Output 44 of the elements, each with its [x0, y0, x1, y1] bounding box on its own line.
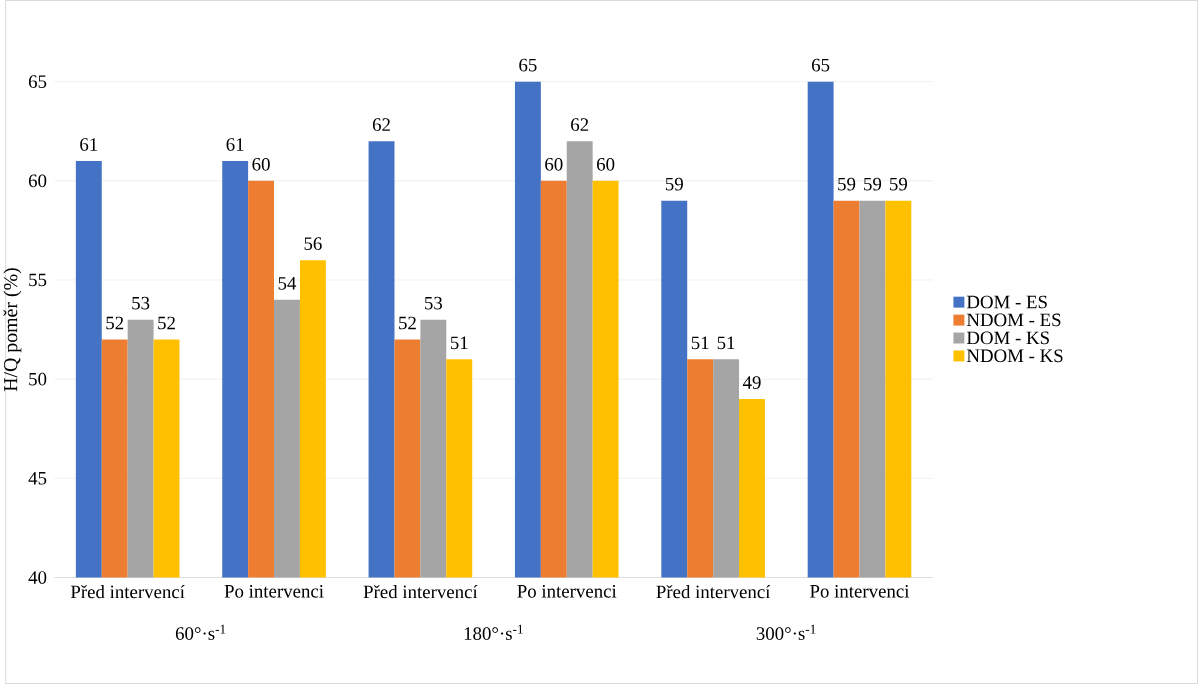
data-label: 65	[812, 58, 830, 72]
y-axis-title: H/Q poměr (%)	[3, 268, 22, 392]
y-tick-label: 65	[28, 75, 47, 88]
data-label: 56	[304, 237, 322, 250]
legend-label: NDOM - KS	[966, 349, 1063, 363]
text: 60°·s$^{-1}$	[175, 624, 226, 640]
data-label: 49	[742, 376, 761, 389]
data-label: 62	[571, 118, 589, 131]
data-label: 52	[106, 316, 124, 330]
data-label: 59	[838, 177, 856, 191]
data-label: 61	[226, 138, 244, 151]
legend-label: DOM - ES	[966, 295, 1047, 309]
data-label: 51	[450, 336, 468, 350]
y-tick-label: 50	[29, 372, 47, 386]
data-label: 54	[278, 277, 297, 290]
data-label: 59	[665, 177, 683, 191]
x-tick-label: Po intervenci	[810, 584, 910, 598]
data-label: 65	[519, 58, 537, 72]
legend-label: DOM - KS	[966, 331, 1049, 345]
data-label: 53	[425, 296, 443, 310]
y-tick-label: 40	[28, 571, 47, 584]
x-tick-label: Před intervencí	[70, 584, 185, 599]
data-label: 61	[80, 138, 98, 151]
text: 180°·s$^{-1}$	[464, 624, 523, 640]
data-label: 52	[158, 316, 175, 330]
data-label: 51	[717, 336, 735, 350]
y-tick-label: 60	[28, 174, 47, 188]
data-label: 60	[252, 157, 270, 171]
x-tick-label: Po intervenci	[517, 584, 617, 598]
data-label: 62	[372, 118, 390, 131]
data-label: 59	[864, 177, 882, 191]
data-label: 60	[545, 157, 563, 171]
data-label: 53	[132, 296, 150, 310]
data-label: 60	[597, 157, 615, 171]
data-label: 59	[890, 177, 907, 191]
y-tick-label: 55	[29, 273, 47, 287]
text: 300°·s$^{-1}$	[756, 624, 816, 640]
x-tick-label: Po intervenci	[224, 584, 324, 598]
data-label: 52	[399, 316, 416, 330]
x-tick-label: Před intervencí	[363, 584, 478, 599]
y-tick-label: 45	[28, 472, 47, 485]
legend-label: NDOM - ES	[966, 313, 1061, 327]
data-label: 51	[691, 336, 709, 350]
x-tick-label: Před intervencí	[656, 584, 771, 599]
